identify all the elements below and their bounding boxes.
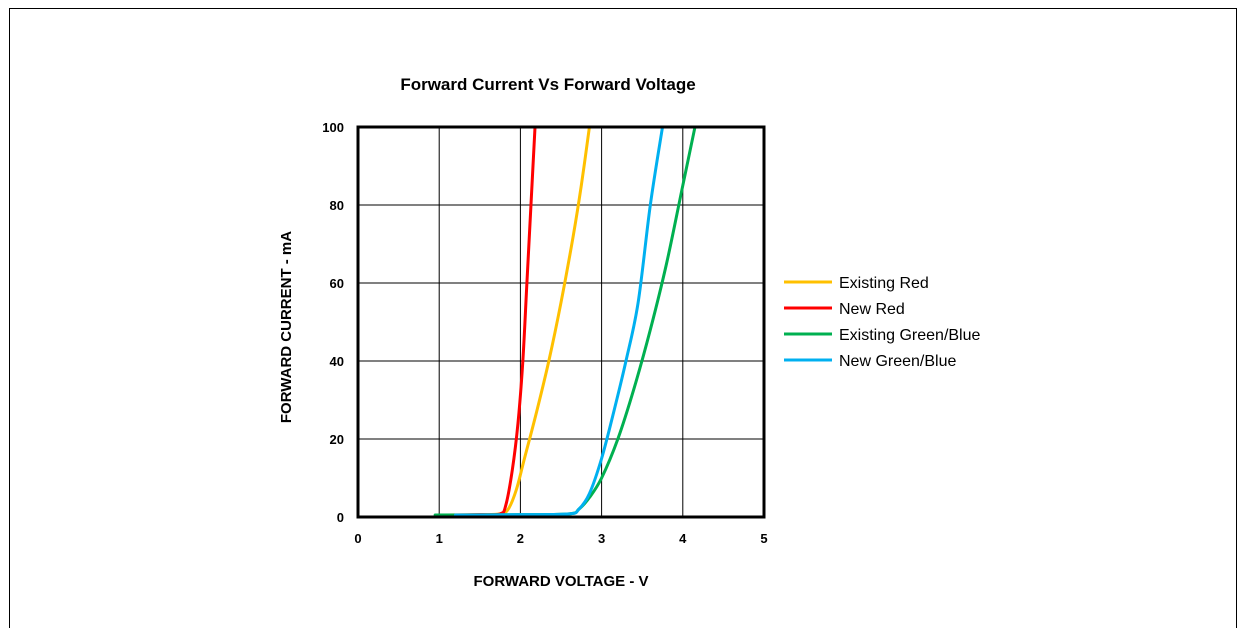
series-line-existing-red bbox=[447, 127, 589, 515]
x-tick-label: 4 bbox=[679, 531, 687, 546]
series-line-existing-green-blue bbox=[435, 127, 695, 515]
y-tick-label: 0 bbox=[337, 510, 344, 525]
y-tick-label: 80 bbox=[330, 198, 344, 213]
y-axis-label: FORWARD CURRENT - mA bbox=[278, 231, 295, 423]
plot-border bbox=[358, 127, 764, 517]
x-tick-label: 5 bbox=[760, 531, 767, 546]
y-tick-label: 40 bbox=[330, 354, 344, 369]
x-tick-label: 0 bbox=[354, 531, 361, 546]
chart-title: Forward Current Vs Forward Voltage bbox=[400, 75, 695, 94]
legend-label-existing-red: Existing Red bbox=[839, 275, 929, 292]
legend-label-new-red: New Red bbox=[839, 301, 905, 318]
y-tick-label: 100 bbox=[322, 120, 344, 135]
x-axis-label: FORWARD VOLTAGE - V bbox=[474, 573, 649, 590]
y-tick-label: 20 bbox=[330, 432, 344, 447]
legend-label-existing-green-blue: Existing Green/Blue bbox=[839, 327, 981, 344]
grid bbox=[358, 127, 764, 517]
series-layer bbox=[435, 127, 695, 515]
series-line-new-green-blue bbox=[455, 127, 662, 515]
legend-label-new-green-blue: New Green/Blue bbox=[839, 353, 956, 370]
x-tick-label: 2 bbox=[517, 531, 524, 546]
x-tick-label: 1 bbox=[436, 531, 443, 546]
y-tick-label: 60 bbox=[330, 276, 344, 291]
x-tick-label: 3 bbox=[598, 531, 605, 546]
legend: Existing Red New Red Existing Green/Blue Ne… bbox=[784, 275, 981, 370]
x-axis-ticks: 0 1 2 3 4 5 bbox=[354, 531, 767, 546]
y-axis-ticks: 0 20 40 60 80 100 bbox=[322, 120, 344, 525]
series-line-new-red bbox=[451, 127, 535, 515]
